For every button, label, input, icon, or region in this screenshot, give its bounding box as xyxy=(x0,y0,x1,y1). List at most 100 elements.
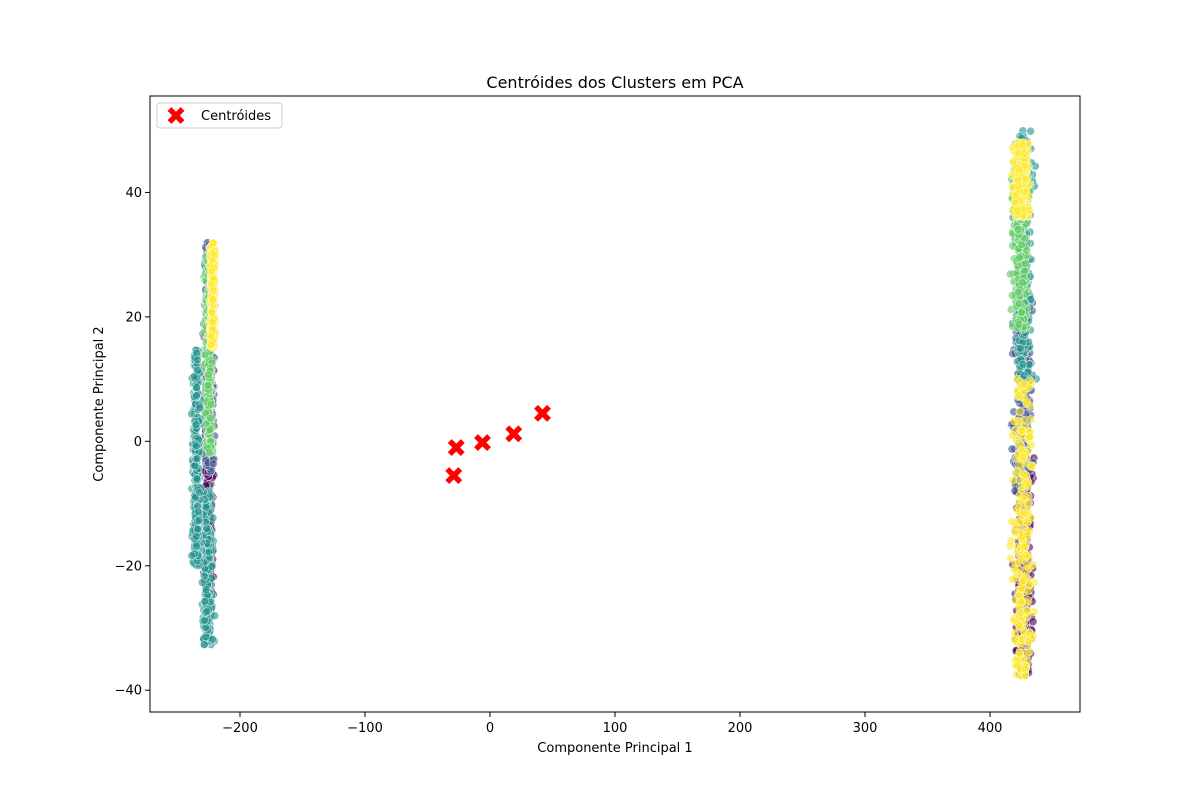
cluster-point xyxy=(1016,597,1026,607)
cluster-point xyxy=(200,596,210,606)
cluster-point xyxy=(1010,634,1020,644)
cluster-point xyxy=(204,370,213,380)
centroid-marker xyxy=(445,467,463,484)
y-tick-label: −40 xyxy=(115,684,142,699)
cluster-point xyxy=(189,372,199,381)
cluster-point xyxy=(208,317,217,327)
chart-title: Centróides dos Clusters em PCA xyxy=(486,73,743,92)
cluster-point xyxy=(1009,564,1019,574)
cluster-point xyxy=(1007,517,1017,526)
y-tick-label: 20 xyxy=(125,310,142,325)
y-tick-label: −20 xyxy=(115,559,142,574)
cluster-point xyxy=(1007,170,1017,179)
cluster-point xyxy=(1019,149,1029,158)
cluster-point xyxy=(1020,664,1030,674)
x-tick-label: 100 xyxy=(603,721,628,736)
cluster-point xyxy=(207,562,217,571)
cluster-point xyxy=(1005,541,1015,551)
cluster-point xyxy=(1006,554,1015,563)
cluster-point xyxy=(203,381,213,390)
cluster-point xyxy=(1013,181,1023,191)
cluster-point xyxy=(1017,426,1027,436)
cluster-point xyxy=(206,340,216,350)
cluster-point xyxy=(208,238,218,248)
cluster-point xyxy=(1018,359,1028,369)
centroid-marker xyxy=(474,434,491,452)
cluster-point xyxy=(1026,415,1036,424)
cluster-point xyxy=(1015,621,1024,630)
cluster-point xyxy=(201,585,211,594)
legend-marker-centroides xyxy=(167,107,185,124)
cluster-point xyxy=(1018,576,1028,586)
cluster-point xyxy=(1022,397,1031,406)
cluster-point xyxy=(1022,245,1031,255)
cluster-point xyxy=(201,503,211,512)
x-tick-label: 400 xyxy=(978,721,1003,736)
cluster-point xyxy=(1008,430,1017,440)
cluster-point xyxy=(1021,259,1030,269)
cluster-point xyxy=(1019,371,1029,380)
cluster-point xyxy=(1016,343,1025,353)
cluster-point xyxy=(207,308,217,317)
cluster-point xyxy=(200,616,210,625)
cluster-point xyxy=(193,355,202,365)
cluster-point xyxy=(205,447,214,457)
legend: Centróides xyxy=(156,102,283,129)
cluster-point xyxy=(206,413,215,423)
cluster-point xyxy=(1018,278,1027,287)
cluster-point xyxy=(1018,452,1028,462)
cluster-point xyxy=(191,420,201,430)
cluster-point xyxy=(200,640,209,649)
x-tick-label: −100 xyxy=(347,721,383,736)
cluster-point xyxy=(1009,616,1019,625)
cluster-point xyxy=(1025,647,1034,656)
y-axis-ticks: −40 −20 0 20 40 xyxy=(115,186,150,699)
cluster-point xyxy=(190,461,200,471)
cluster-point xyxy=(1009,416,1019,426)
legend-entry-centroides: Centróides xyxy=(201,109,271,124)
centroid-marker xyxy=(447,439,465,456)
y-tick-label: 0 xyxy=(134,435,142,450)
cluster-point xyxy=(1017,240,1027,250)
x-tick-label: 200 xyxy=(728,721,753,736)
cluster-point xyxy=(1020,379,1029,389)
cluster-point xyxy=(192,441,201,451)
cluster-point xyxy=(192,383,201,392)
cluster-point xyxy=(202,607,212,616)
cluster-point xyxy=(1019,387,1029,397)
cluster-point xyxy=(1014,557,1024,567)
cluster-point xyxy=(1028,631,1038,641)
cluster-point xyxy=(1021,470,1031,480)
cluster-point xyxy=(1019,492,1029,502)
cluster-point xyxy=(207,332,216,341)
cluster-point xyxy=(1027,440,1036,450)
cluster-point xyxy=(1023,499,1033,509)
cluster-point xyxy=(1027,462,1036,471)
cluster-point xyxy=(194,515,204,525)
cluster-point xyxy=(1015,648,1024,658)
x-axis-label: Componente Principal 1 xyxy=(537,741,692,756)
cluster-point xyxy=(1013,206,1022,215)
x-tick-label: −200 xyxy=(222,721,258,736)
centroid-markers xyxy=(445,404,551,484)
cluster-point xyxy=(192,454,202,463)
cluster-point xyxy=(1015,407,1025,417)
cluster-point xyxy=(198,578,207,587)
cluster-point xyxy=(195,403,204,413)
cluster-point xyxy=(192,541,201,551)
y-tick-label: 40 xyxy=(125,186,142,201)
centroid-marker xyxy=(505,425,523,443)
cluster-point xyxy=(187,551,197,561)
cluster-points xyxy=(187,126,1041,681)
cluster-point xyxy=(1022,606,1032,616)
cluster-point xyxy=(1014,320,1024,329)
cluster-point xyxy=(1025,432,1035,442)
cluster-point xyxy=(1022,561,1032,570)
cluster-point xyxy=(195,488,204,497)
cluster-point xyxy=(1021,551,1031,560)
cluster-point xyxy=(1013,225,1023,234)
cluster-point xyxy=(210,611,220,621)
cluster-point xyxy=(192,474,202,483)
cluster-point xyxy=(1020,161,1030,171)
cluster-point xyxy=(209,459,218,469)
